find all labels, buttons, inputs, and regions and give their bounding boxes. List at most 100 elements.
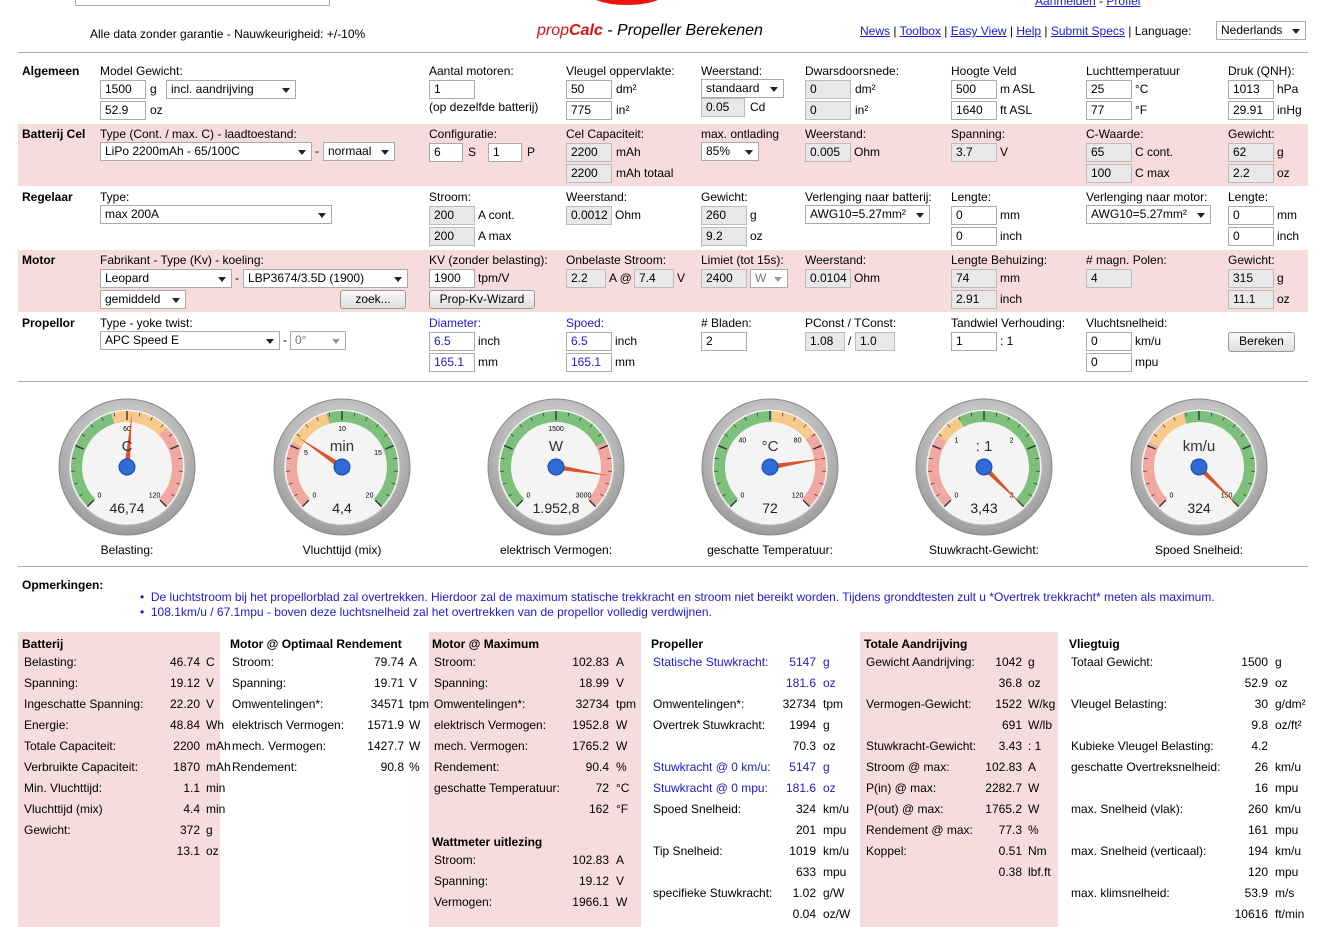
language-select[interactable]: Nederlands <box>1216 21 1306 40</box>
motor-extension-select[interactable]: AWG10=5.27mm² <box>1086 205 1211 224</box>
pconst-input[interactable]: 1.08 <box>805 332 845 351</box>
diameter-mm-input[interactable]: 165.1 <box>429 353 475 372</box>
case-unit-inch: inch <box>1000 292 1023 306</box>
magnet-poles-input[interactable]: 4 <box>1086 269 1132 288</box>
motor-ext-unit-inch: inch <box>1277 229 1300 243</box>
pressure-inhg-input[interactable]: 29.91 <box>1228 101 1274 120</box>
unit-m-asl: m ASL <box>1000 82 1036 96</box>
result-value: 0.51 <box>998 844 1022 858</box>
no-load-current-input[interactable]: 2.2 <box>566 269 606 288</box>
login-link[interactable]: Aanmelden <box>1035 0 1096 8</box>
gear-ratio-input[interactable]: 1 <box>951 332 997 351</box>
battery-extension-select[interactable]: AWG10=5.27mm² <box>805 205 930 224</box>
c-max-input[interactable]: 100 <box>1086 164 1132 183</box>
drag-select[interactable]: standaard <box>701 79 784 98</box>
motor-count-input[interactable]: 1 <box>429 80 475 99</box>
nav-help[interactable]: Help <box>1016 24 1042 38</box>
result-value: 162 <box>588 802 609 816</box>
gauge-tick-label: 5 <box>304 450 308 457</box>
cell-voltage-input[interactable]: 3.7 <box>951 143 997 162</box>
field-elevation-ft-input[interactable]: 1640 <box>951 101 997 120</box>
result-value: 52.9 <box>1244 676 1268 690</box>
cell-capacity-input[interactable]: 2200 <box>566 143 612 162</box>
result-value: 32734 <box>575 697 609 711</box>
air-temp-f-input[interactable]: 77 <box>1086 101 1132 120</box>
manufacturer-select[interactable]: Leopard <box>100 269 232 288</box>
esc-current-max-input[interactable]: 200 <box>429 227 475 246</box>
motor-count-label: Aantal motoren: <box>429 64 514 78</box>
result-label: Stroom: <box>232 655 275 669</box>
battery-resistance-input[interactable]: 0.005 <box>805 143 851 162</box>
incl-drive-select[interactable]: incl. aandrijving <box>166 80 296 99</box>
c-cont-input[interactable]: 65 <box>1086 143 1132 162</box>
calculate-button[interactable]: Bereken <box>1228 332 1295 352</box>
limit-input[interactable]: 2400 <box>701 269 747 288</box>
cd-input[interactable]: 0.05 <box>701 98 745 117</box>
nav-easy-view[interactable]: Easy View <box>950 24 1007 38</box>
no-load-voltage-input[interactable]: 7.4 <box>634 269 674 288</box>
cell-weight-g-input[interactable]: 62 <box>1228 143 1274 162</box>
pitch-mm-input[interactable]: 165.1 <box>566 353 612 372</box>
nav-news[interactable]: News <box>860 24 891 38</box>
pressure-hpa-input[interactable]: 1013 <box>1228 80 1274 99</box>
diameter-inch-input[interactable]: 6.5 <box>429 332 475 351</box>
total-capacity-input[interactable]: 2200 <box>566 164 612 183</box>
result-unit: oz <box>823 676 836 690</box>
nav-toolbox[interactable]: Toolbox <box>899 24 941 38</box>
battery-type-select[interactable]: LiPo 2200mAh - 65/100C <box>100 142 312 161</box>
motor-type-select[interactable]: LBP3674/3.5D (1900) <box>243 269 408 288</box>
result-unit: W/kg <box>1028 697 1056 711</box>
prop-type-select[interactable]: APC Speed E <box>100 331 280 350</box>
limit-unit-select[interactable]: W <box>750 269 788 288</box>
wing-area-dm-input[interactable]: 50 <box>566 80 612 99</box>
battery-ext-length-mm-input[interactable]: 0 <box>951 206 997 225</box>
gauge-value: 4,4 <box>332 500 352 516</box>
prop-kv-wizard-button[interactable]: Prop-Kv-Wizard <box>429 290 535 309</box>
charge-state-select[interactable]: normaal <box>323 142 395 161</box>
esc-type-select[interactable]: max 200A <box>100 205 332 224</box>
motor-ext-length-mm-input[interactable]: 0 <box>1228 206 1274 225</box>
result-value: 1952.8 <box>572 718 609 732</box>
result-unit: min <box>206 781 226 795</box>
motor-ext-length-inch-input[interactable]: 0 <box>1228 227 1274 246</box>
search-motor-button[interactable]: zoek... <box>340 290 406 309</box>
airspeed-label: Vluchtsnelheid: <box>1086 316 1168 330</box>
nav-submit-specs[interactable]: Submit Specs <box>1050 24 1125 38</box>
airspeed-mpu-input[interactable]: 0 <box>1086 353 1132 372</box>
field-elevation-m-input[interactable]: 500 <box>951 80 997 99</box>
max-discharge-select[interactable]: 85% <box>701 142 759 161</box>
motor-resistance-input[interactable]: 0.0104 <box>805 269 851 288</box>
pitch-inch-input[interactable]: 6.5 <box>566 332 612 351</box>
cross-section-dm-input[interactable]: 0 <box>805 80 851 99</box>
yoke-twist-select[interactable]: 0° <box>290 331 346 350</box>
config-p-input[interactable]: 1 <box>488 143 522 162</box>
tconst-input[interactable]: 1.0 <box>855 332 895 351</box>
result-value: 13.1 <box>176 844 200 858</box>
result-label: Verbruikte Capaciteit: <box>24 760 139 774</box>
esc-current-cont-input[interactable]: 200 <box>429 206 475 225</box>
wing-area-in-input[interactable]: 775 <box>566 101 612 120</box>
profile-link[interactable]: Profiel <box>1106 0 1141 8</box>
esc-resistance-input[interactable]: 0.0012 <box>566 206 612 225</box>
kv-input[interactable]: 1900 <box>429 269 475 288</box>
airspeed-kmu-input[interactable]: 0 <box>1086 332 1132 351</box>
unit-celsius: °C <box>1135 82 1149 96</box>
motor-weight-oz-input[interactable]: 11.1 <box>1228 290 1274 309</box>
case-length-inch-input[interactable]: 2.91 <box>951 290 997 309</box>
cross-section-in-input[interactable]: 0 <box>805 101 851 120</box>
result-unit: g/W <box>823 886 845 900</box>
blades-input[interactable]: 2 <box>701 332 747 351</box>
cooling-select[interactable]: gemiddeld <box>100 290 186 309</box>
battery-ext-length-inch-input[interactable]: 0 <box>951 227 997 246</box>
model-weight-g-input[interactable]: 1500 <box>100 80 146 99</box>
esc-weight-oz-input[interactable]: 9.2 <box>701 227 747 246</box>
config-s-input[interactable]: 6 <box>429 143 463 162</box>
cell-weight-oz-input[interactable]: 2.2 <box>1228 164 1274 183</box>
air-temp-c-input[interactable]: 25 <box>1086 80 1132 99</box>
motor-weight-g-input[interactable]: 315 <box>1228 269 1274 288</box>
case-length-mm-input[interactable]: 74 <box>951 269 997 288</box>
model-weight-oz-input[interactable]: 52.9 <box>100 101 146 120</box>
result-value: 22.20 <box>169 697 200 711</box>
esc-weight-g-input[interactable]: 260 <box>701 206 747 225</box>
result-label: Koppel: <box>866 844 907 858</box>
